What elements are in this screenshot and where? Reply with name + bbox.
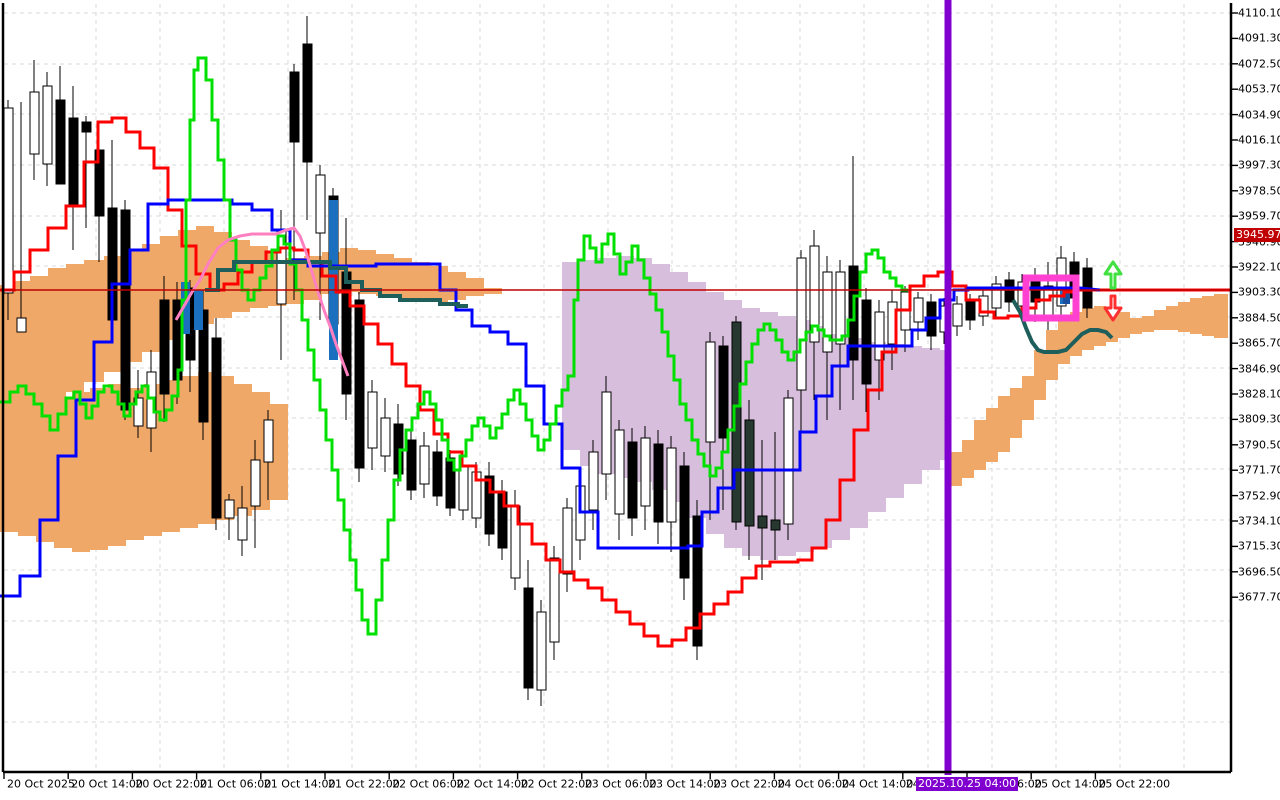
time-tick-label: 22 Oct 06:00: [392, 777, 464, 791]
time-tick-label: 24 Oct 14:00: [841, 777, 914, 791]
time-tick-label: 24 Oct 06:00: [777, 777, 850, 791]
time-tick-label: 20 Oct 14:00: [71, 777, 143, 791]
time-tick-label: 20 Oct 22:00: [135, 777, 208, 791]
time-tick-label: 25 Oct 14:00: [1034, 777, 1106, 791]
time-tick-label: 20 Oct 2025: [7, 777, 76, 791]
price-tick-label: 3865.70: [1238, 336, 1280, 350]
buy-signal-arrow[interactable]: [1103, 260, 1123, 290]
axis-frame: [1, 3, 1233, 774]
price-tick-label: 3846.90: [1238, 362, 1280, 376]
price-tick-label: 3809.30: [1238, 412, 1280, 426]
price-tick-label: 3696.50: [1238, 565, 1280, 579]
price-tick-label: 3677.70: [1238, 590, 1280, 604]
time-tick-label: 21 Oct 22:00: [328, 777, 400, 791]
time-tick-label: 22 Oct 22:00: [520, 777, 593, 791]
price-tick-label: 3790.50: [1238, 438, 1280, 452]
price-tick-label: 3997.30: [1238, 158, 1280, 172]
time-tick-label: 25 Oct 22:00: [1098, 777, 1171, 791]
price-tick-label: 3771.70: [1238, 463, 1280, 477]
crosshair-time-tag: 2025.10.25 04:00: [916, 777, 1019, 791]
price-tick-label: 3959.70: [1238, 209, 1280, 223]
time-tick-label: 22 Oct 14:00: [456, 777, 529, 791]
time-tick-label: 21 Oct 06:00: [199, 777, 272, 791]
sell-signal-arrow[interactable]: [1103, 294, 1123, 322]
chikou-span-line: [0, 56, 908, 636]
price-tick-label: 3903.30: [1238, 285, 1280, 299]
time-tick-label: 23 Oct 14:00: [649, 777, 721, 791]
time-tick-label: 23 Oct 06:00: [584, 777, 657, 791]
selection-rectangle[interactable]: [1022, 274, 1080, 322]
price-tick-label: 3922.10: [1238, 260, 1280, 274]
price-tick-label: 3828.10: [1238, 387, 1280, 401]
price-tick-label: 3978.50: [1238, 184, 1280, 198]
price-tick-label: 4110.10: [1238, 6, 1280, 20]
price-tick-label: 3752.90: [1238, 489, 1280, 503]
kumo-cloud-bullish-right: [950, 294, 1228, 486]
price-tick-label: 4053.70: [1238, 82, 1280, 96]
price-tick-label: 4072.50: [1238, 57, 1280, 71]
price-tick-label: 4034.90: [1238, 108, 1280, 122]
price-tick-label: 3884.50: [1238, 311, 1280, 325]
signal-line-teal: [205, 260, 1114, 354]
price-tick-label: 4091.30: [1238, 31, 1280, 45]
price-axis-ticks: [1231, 12, 1238, 598]
current-price-tag: 3945.97: [1234, 227, 1280, 242]
time-tick-label: 21 Oct 14:00: [263, 777, 336, 791]
signal-line-pink: [174, 226, 350, 377]
price-tick-label: 4016.10: [1238, 133, 1280, 147]
tenkan-sen-line: [0, 116, 1231, 648]
price-tick-label: 3715.30: [1238, 539, 1280, 553]
kijun-sen-line: [0, 198, 1101, 598]
time-tick-label: 23 Oct 22:00: [713, 777, 785, 791]
price-tick-label: 3734.10: [1238, 514, 1280, 528]
